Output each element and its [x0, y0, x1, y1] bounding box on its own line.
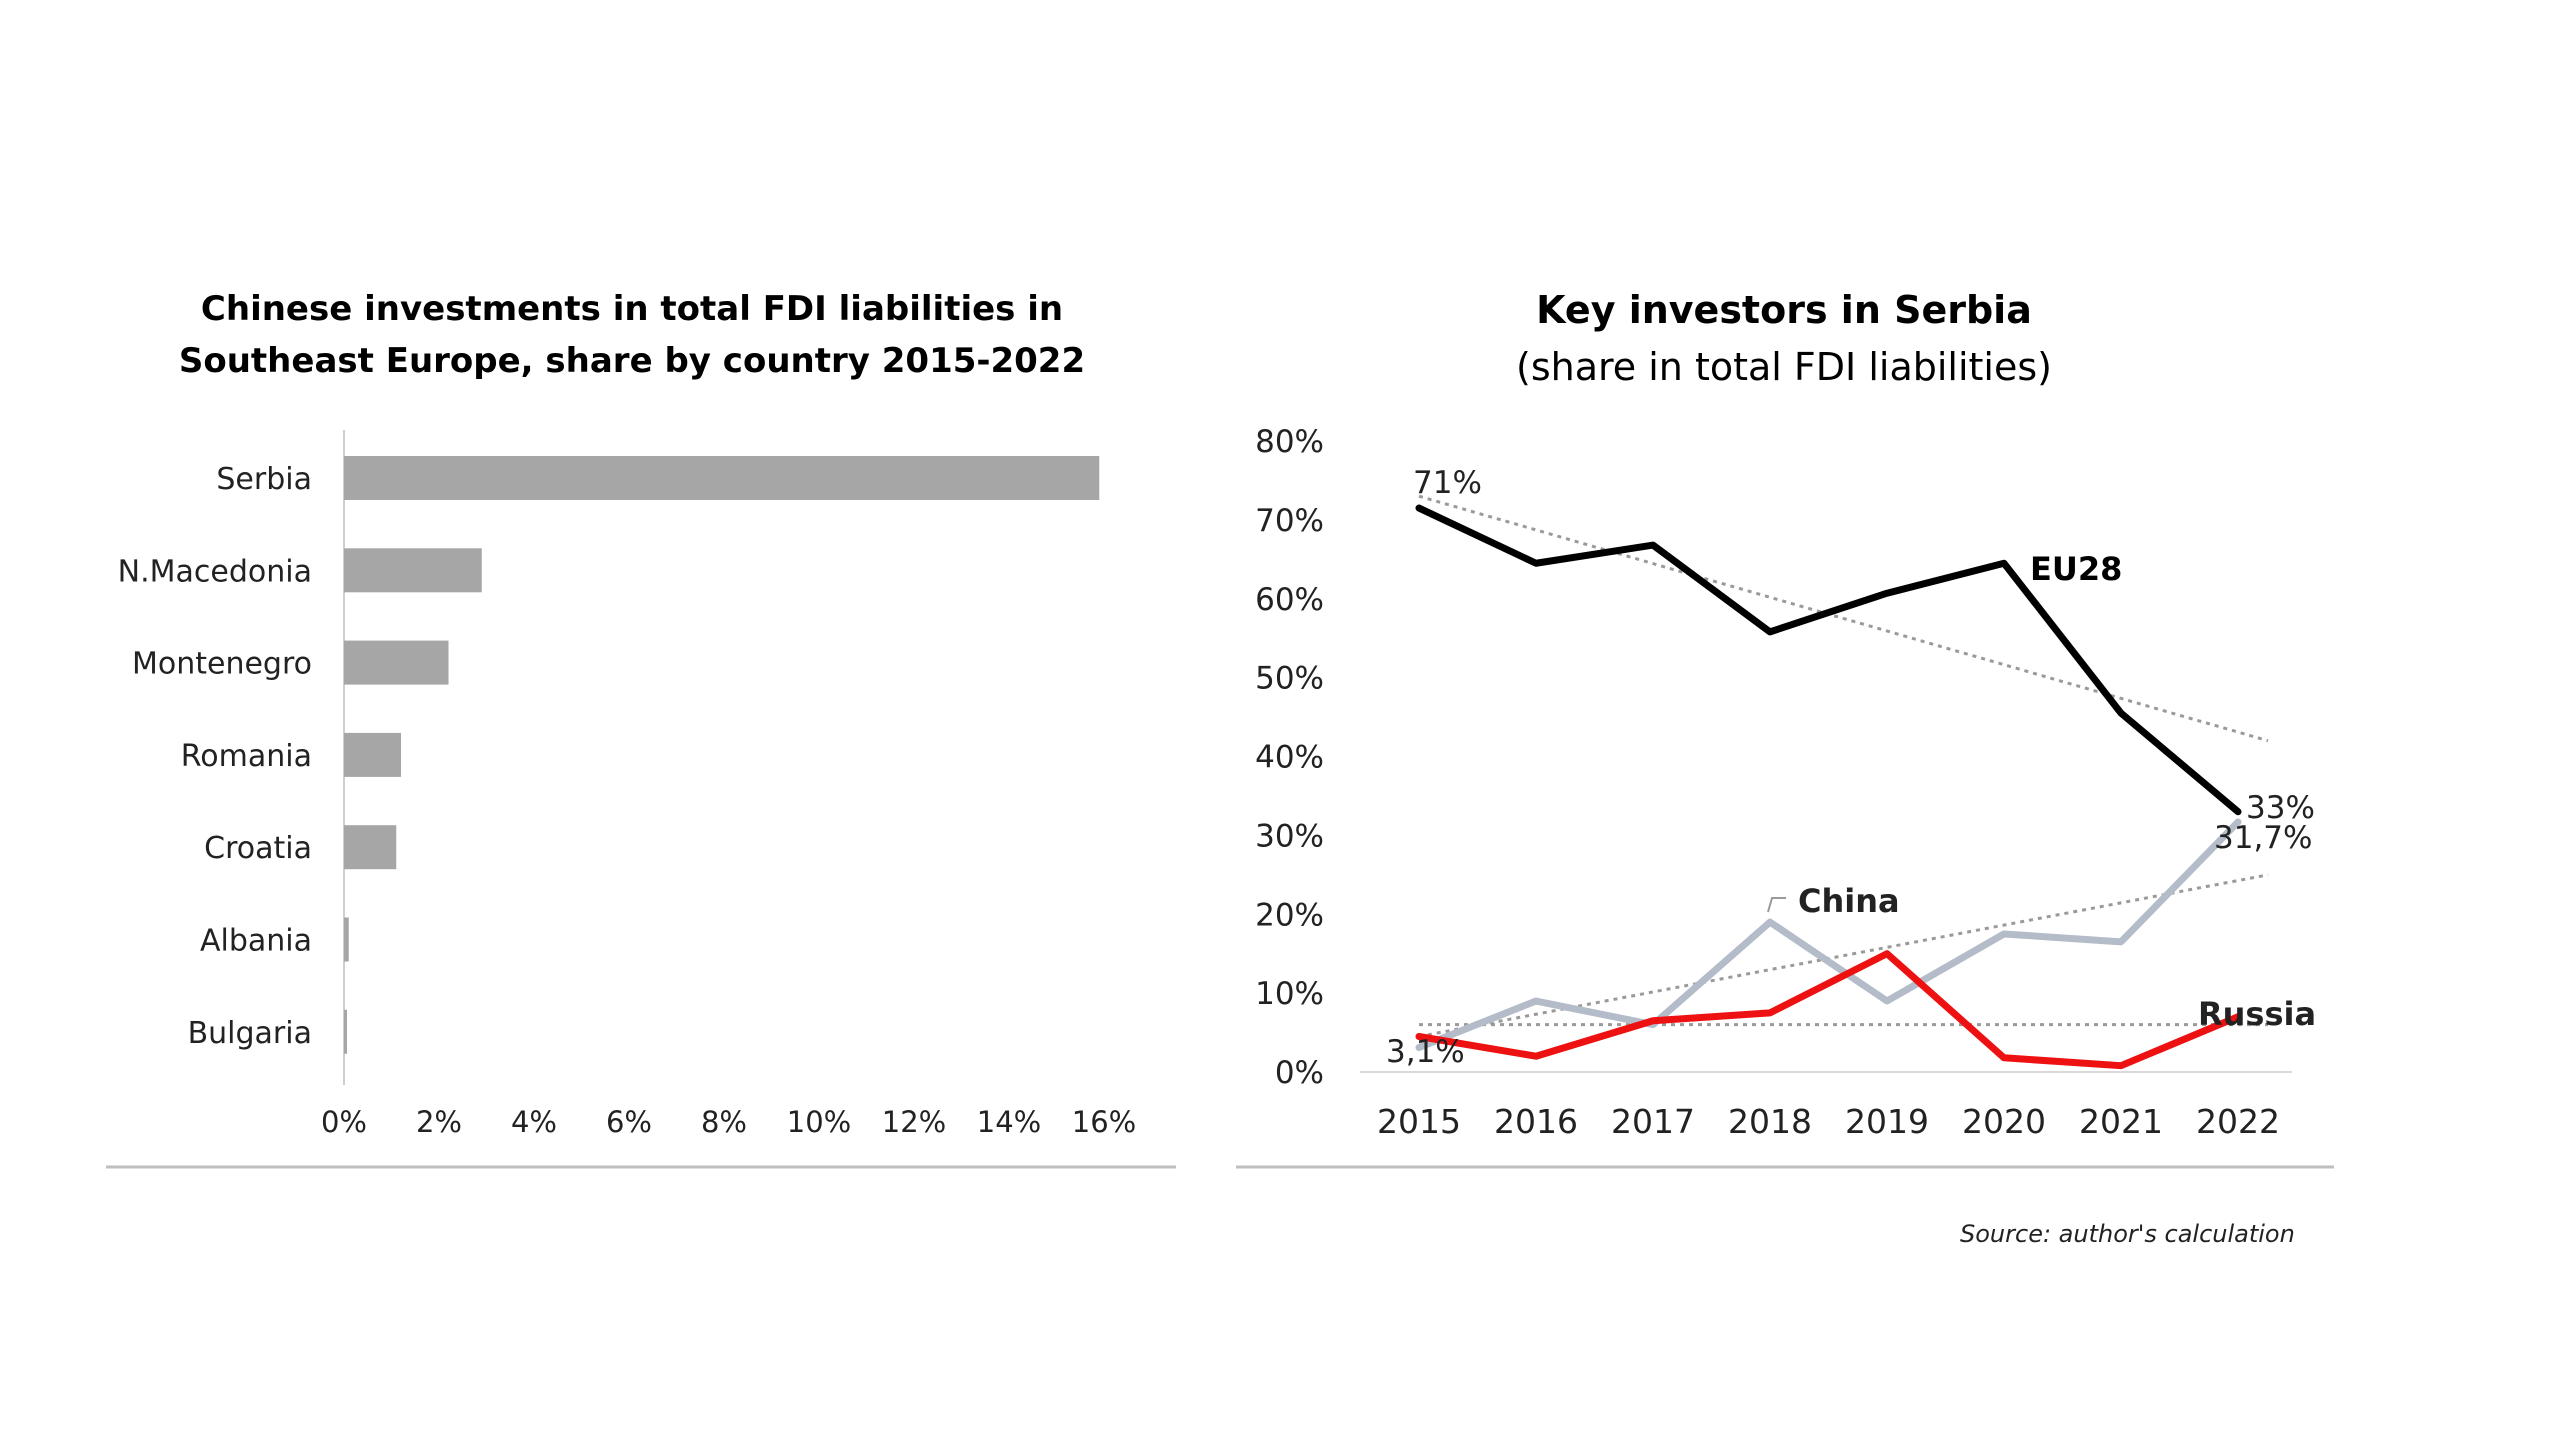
bar-category-label: Croatia [204, 831, 312, 866]
bar-chart-title-line-2: Southeast Europe, share by country 2015-… [179, 341, 1085, 381]
series-labels: EU28 China Russia [1767, 550, 2316, 1033]
bar-nmacedonia [344, 548, 482, 593]
bar-x-tick-label: 4% [511, 1105, 557, 1139]
bar-montenegro [344, 640, 449, 685]
series-label-china: China [1798, 882, 1900, 920]
bar-x-tick-label: 6% [606, 1105, 652, 1139]
line-y-tick-label: 10% [1255, 976, 1324, 1012]
annotation-eu28-2022: 33% [2246, 790, 2315, 826]
series-label-russia: Russia [2198, 995, 2316, 1033]
line-x-tick-label: 2017 [1611, 1102, 1695, 1141]
annotation-china-2022: 31,7% [2214, 820, 2312, 856]
line-y-tick-label: 20% [1255, 897, 1324, 933]
bar-x-tick-label: 16% [1072, 1105, 1136, 1139]
line-y-tick-label: 80% [1255, 424, 1324, 460]
bar-albania [344, 917, 349, 962]
bar-category-label: Montenegro [132, 647, 312, 682]
bar-category-label: Bulgaria [188, 1016, 312, 1051]
line-x-tick-labels: 2015 2016 2017 2018 2019 2020 2021 2022 [1377, 1102, 2280, 1141]
bar-chart: Chinese investments in total FDI liabili… [106, 289, 1176, 1169]
bar-croatia [344, 825, 397, 870]
series-line-china [1415, 818, 2242, 1052]
bar-category-label: Romania [181, 739, 312, 774]
annotation-eu28-2015: 71% [1413, 465, 1482, 501]
annotation-china-2015: 3,1% [1386, 1034, 1465, 1070]
bar-category-label: Serbia [216, 462, 312, 497]
bar-x-tick-label: 0% [321, 1105, 367, 1139]
bar-bulgaria [344, 1009, 347, 1054]
line-x-tick-label: 2019 [1845, 1102, 1929, 1141]
bar-x-tick-labels: 0% 2% 4% 6% 8% 10% 12% 14% 16% [321, 1105, 1136, 1139]
bar-x-tick-label: 2% [416, 1105, 462, 1139]
series-line-eu28 [1415, 504, 2242, 816]
series-lines [1415, 504, 2242, 1070]
line-y-tick-label: 70% [1255, 503, 1324, 539]
bar-romania [344, 732, 401, 777]
bar-x-tick-label: 12% [882, 1105, 946, 1139]
source-note: Source: author's calculation [1960, 1220, 2295, 1248]
bar-x-tick-label: 10% [787, 1105, 851, 1139]
line-y-tick-label: 60% [1255, 582, 1324, 618]
bar-x-tick-label: 14% [977, 1105, 1041, 1139]
bar-group: Serbia N.Macedonia Montenegro Romania Croati… [118, 456, 1100, 1054]
line-x-tick-label: 2020 [1962, 1102, 2046, 1141]
line-x-tick-label: 2018 [1728, 1102, 1812, 1141]
line-y-tick-label: 0% [1275, 1055, 1324, 1091]
line-x-tick-label: 2021 [2079, 1102, 2163, 1141]
bar-category-label: Albania [200, 924, 312, 959]
line-x-tick-label: 2016 [1494, 1102, 1578, 1141]
bar-x-tick-label: 8% [701, 1105, 747, 1139]
trendlines [1418, 494, 2269, 1038]
line-chart-subtitle: (share in total FDI liabilities) [1516, 345, 2052, 389]
value-annotations: 71% 33%31,7% 3,1% [1386, 465, 2315, 1070]
bar-category-label: N.Macedonia [118, 554, 312, 589]
line-chart-title: Key investors in Serbia [1536, 288, 2032, 332]
line-y-tick-label: 50% [1255, 661, 1324, 697]
line-y-tick-label: 40% [1255, 740, 1324, 776]
line-y-tick-labels: 0% 10% 20% 30% 40% 50% 60% 70% 80% [1255, 424, 1324, 1091]
line-x-tick-label: 2015 [1377, 1102, 1461, 1141]
series-label-eu28: EU28 [2030, 550, 2122, 588]
trendline-china [1418, 873, 2269, 1038]
trendline-eu28 [1418, 494, 2269, 743]
line-x-tick-label: 2022 [2196, 1102, 2280, 1141]
line-chart: Key investors in Serbia (share in total … [1236, 288, 2334, 1169]
line-y-tick-label: 30% [1255, 818, 1324, 854]
china-label-leader [1767, 897, 1786, 913]
bar-serbia [344, 456, 1100, 500]
series-line-russia [1415, 950, 2242, 1070]
bar-chart-title-line-1: Chinese investments in total FDI liabili… [201, 289, 1063, 329]
